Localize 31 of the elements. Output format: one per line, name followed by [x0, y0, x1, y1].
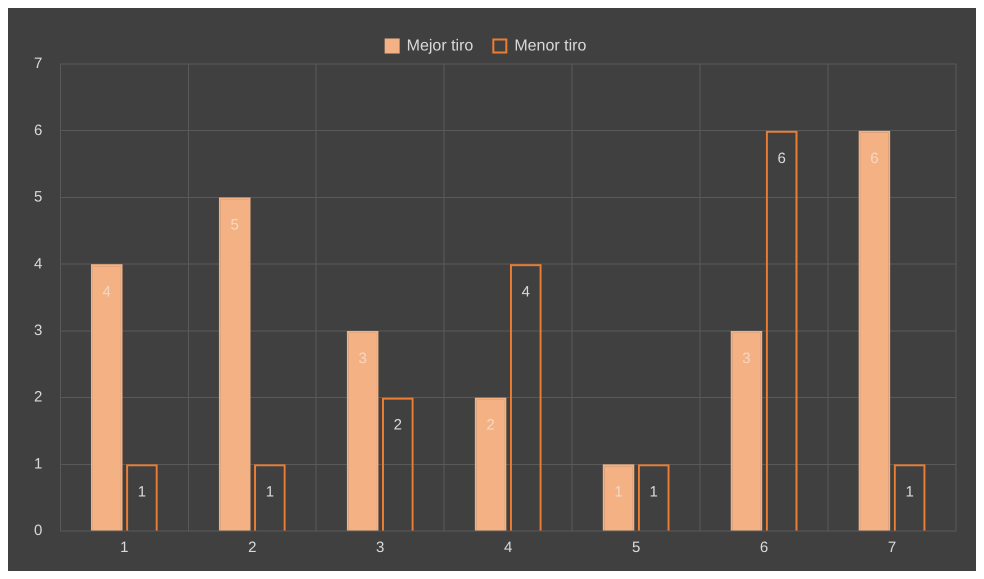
data-label: 4	[102, 283, 111, 300]
y-tick-label: 6	[34, 122, 42, 139]
y-tick-label: 7	[34, 55, 42, 72]
data-label: 3	[742, 350, 751, 367]
x-tick-label: 1	[120, 539, 128, 556]
x-tick-label: 2	[248, 539, 256, 556]
y-tick-label: 5	[34, 188, 42, 206]
data-label: 3	[358, 350, 367, 367]
data-label: 1	[614, 483, 623, 500]
data-label: 6	[777, 150, 786, 167]
x-tick-label: 6	[760, 539, 768, 556]
data-label: 6	[870, 150, 879, 167]
data-label: 1	[138, 483, 146, 500]
y-tick-label: 4	[34, 255, 42, 272]
data-label: 2	[486, 416, 495, 434]
legend-label: Mejor tiro	[406, 37, 474, 54]
y-tick-label: 1	[34, 455, 42, 472]
y-tick-label: 0	[34, 522, 42, 540]
y-tick-label: 3	[34, 322, 42, 339]
data-label: 1	[905, 483, 914, 500]
legend-label: Menor tiro	[514, 37, 586, 54]
x-tick-label: 7	[888, 539, 896, 556]
data-label: 1	[266, 483, 274, 500]
data-label: 4	[522, 283, 530, 300]
y-tick-label: 2	[34, 388, 42, 406]
x-tick-label: 5	[632, 539, 640, 556]
x-tick-label: 4	[504, 539, 512, 556]
data-label: 1	[650, 483, 658, 500]
data-label: 2	[394, 416, 402, 434]
data-label: 5	[230, 216, 239, 234]
x-tick-label: 3	[376, 539, 384, 556]
